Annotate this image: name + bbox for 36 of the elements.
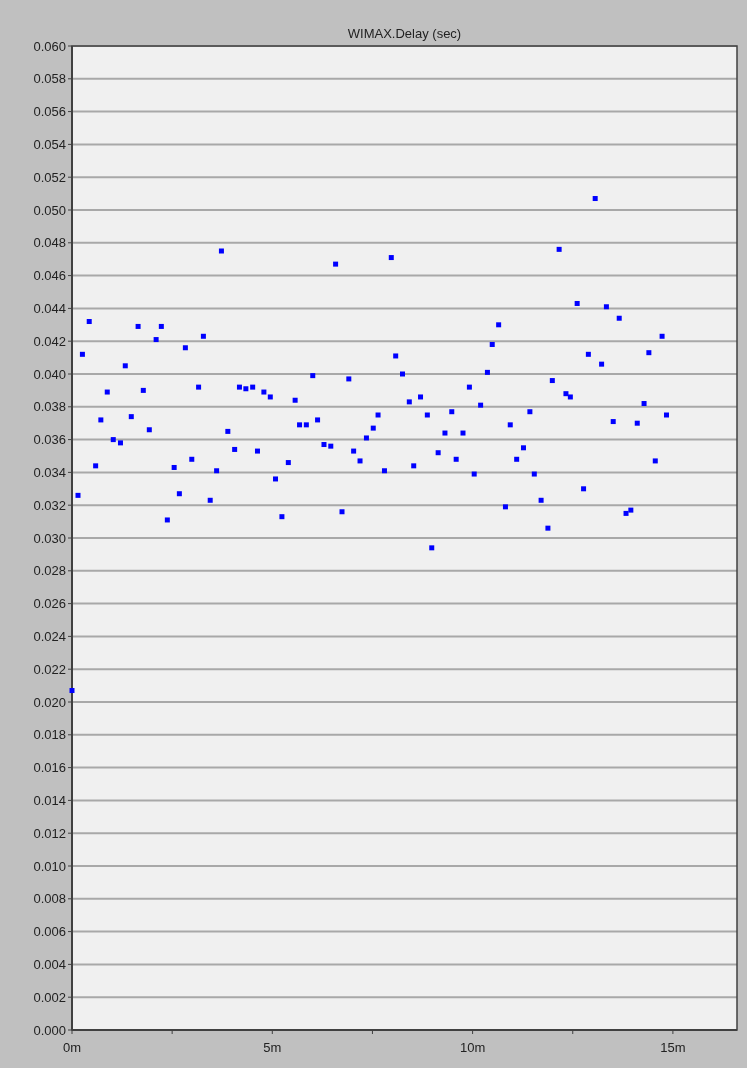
x-tick-label: 0m	[62, 1040, 82, 1055]
y-tick-label: 0.024	[33, 628, 66, 644]
y-tick-label: 0.040	[33, 366, 66, 382]
x-tick-label: 10m	[459, 1040, 486, 1055]
y-tick-label: 0.020	[33, 694, 66, 710]
y-tick-label: 0.030	[33, 530, 66, 546]
y-tick-label: 0.038	[33, 399, 66, 415]
y-tick-label: 0.058	[33, 71, 66, 87]
y-tick-label: 0.042	[33, 333, 66, 349]
y-tick-label: 0.054	[33, 136, 66, 152]
y-tick-label: 0.060	[33, 38, 66, 54]
x-tick-label: 5m	[263, 1040, 282, 1055]
y-tick-label: 0.046	[33, 268, 66, 284]
y-tick-label: 0.002	[33, 989, 66, 1005]
y-tick-label: 0.000	[33, 1022, 66, 1038]
y-tick-label: 0.048	[33, 235, 66, 251]
y-tick-label: 0.012	[33, 825, 66, 841]
y-tick-label: 0.036	[33, 432, 66, 448]
y-tick-label: 0.044	[33, 300, 66, 316]
y-tick-label: 0.034	[33, 464, 66, 480]
y-tick-label: 0.016	[33, 760, 66, 776]
y-tick-label: 0.026	[33, 596, 66, 612]
y-tick-label: 0.028	[33, 563, 66, 579]
y-tick-label: 0.006	[33, 924, 66, 940]
y-tick-label: 0.056	[33, 104, 66, 120]
y-tick-label: 0.018	[33, 727, 66, 743]
y-tick-label: 0.052	[33, 169, 66, 185]
y-tick-label: 0.004	[33, 956, 66, 972]
chart-title: WIMAX.Delay (sec)	[347, 26, 462, 41]
y-tick-label: 0.008	[33, 891, 66, 907]
y-tick-label: 0.022	[33, 661, 66, 677]
y-tick-label: 0.032	[33, 497, 66, 513]
x-tick-label: 15m	[660, 1040, 686, 1055]
y-tick-label: 0.014	[33, 792, 66, 808]
y-tick-label: 0.050	[33, 202, 66, 218]
y-tick-label: 0.010	[33, 858, 66, 874]
